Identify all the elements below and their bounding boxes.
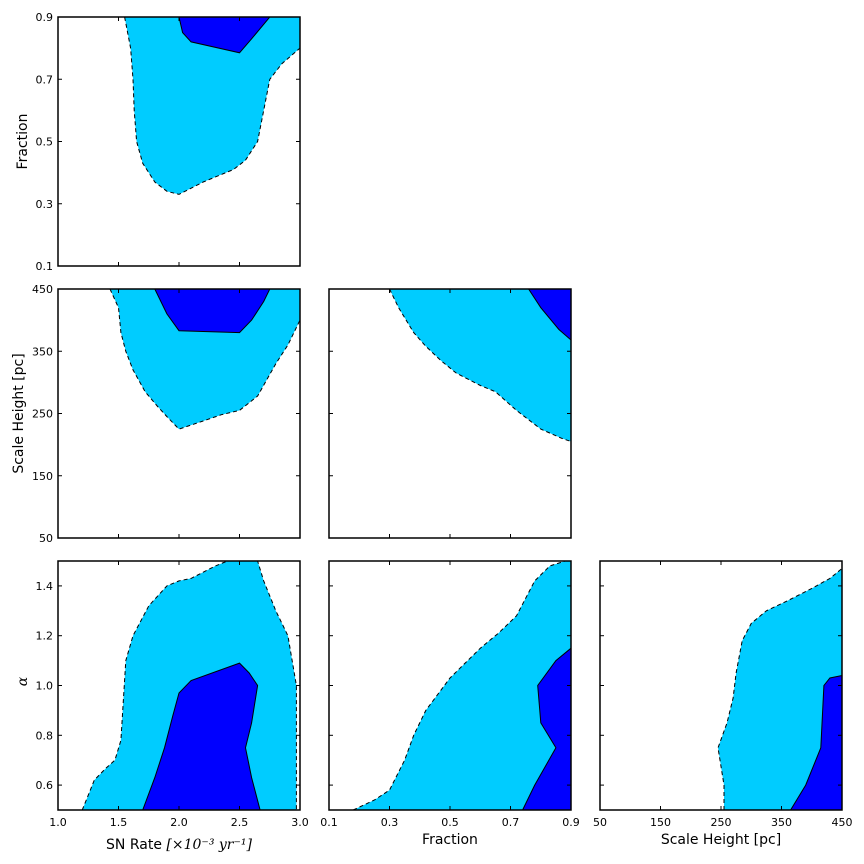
panel-sn-sh: 50 150 250 350 450 xyxy=(32,283,301,545)
x-tick-label: 350 xyxy=(771,816,792,829)
x-tick-label: 450 xyxy=(832,816,853,829)
panel-sn-frac: 0.1 0.3 0.5 0.7 0.9 xyxy=(36,11,301,273)
contour-outer xyxy=(717,567,842,810)
x-tick-label: 1.5 xyxy=(110,816,128,829)
contour-outer xyxy=(352,561,571,810)
y-axis-label-fraction: Fraction xyxy=(15,114,31,170)
y-tick-label: 0.5 xyxy=(36,136,54,149)
x-tick-label: 50 xyxy=(593,816,607,829)
contour-inner xyxy=(178,17,271,54)
contour-outer xyxy=(109,289,300,430)
contour-inner xyxy=(528,289,571,341)
y-tick-label: 0.3 xyxy=(36,198,54,211)
x-tick-label: 2.5 xyxy=(231,816,249,829)
panel-frac-alpha: 0.1 0.3 0.5 0.7 0.9 xyxy=(320,560,580,829)
x-axis-label-fraction: Fraction xyxy=(422,832,478,848)
y-axis-label-alpha: α xyxy=(15,676,31,686)
x-tick-label: 0.3 xyxy=(381,816,399,829)
contour-outer xyxy=(388,289,571,443)
x-tick-label: 0.7 xyxy=(502,816,520,829)
y-tick-label: 0.7 xyxy=(36,73,54,86)
y-tick-label: 350 xyxy=(32,345,53,358)
panel-sh-alpha: 50 150 250 350 450 xyxy=(593,560,853,829)
x-tick-label: 0.5 xyxy=(441,816,459,829)
contour-inner xyxy=(142,662,261,810)
x-tick-label: 250 xyxy=(711,816,732,829)
y-tick-label: 0.1 xyxy=(36,260,54,273)
y-tick-label: 0.6 xyxy=(36,779,54,792)
y-tick-label: 1.0 xyxy=(36,680,54,693)
contour-inner xyxy=(154,289,271,334)
panel-frac-sh xyxy=(328,288,572,539)
y-tick-label: 150 xyxy=(32,470,53,483)
x-tick-label: 0.1 xyxy=(320,816,338,829)
y-tick-label: 1.2 xyxy=(36,630,54,643)
contour-inner xyxy=(522,647,571,810)
y-tick-label: 250 xyxy=(32,408,53,421)
y-tick-label: 1.4 xyxy=(36,580,54,593)
y-axis-label-scale-height: Scale Height [pc] xyxy=(11,353,27,473)
x-tick-label: 0.9 xyxy=(562,816,580,829)
y-tick-label: 450 xyxy=(32,283,53,296)
x-axis-label-sn-rate: SN Rate [×10⁻³ yr⁻¹] xyxy=(106,837,252,853)
y-tick-label: 0.8 xyxy=(36,729,54,742)
x-tick-label: 1.0 xyxy=(49,816,67,829)
x-tick-label: 3.0 xyxy=(291,816,309,829)
y-tick-label: 0.9 xyxy=(36,11,54,24)
contour-inner xyxy=(790,674,842,810)
contour-outer xyxy=(124,17,300,195)
x-tick-label: 150 xyxy=(650,816,671,829)
y-tick-label: 50 xyxy=(39,532,53,545)
x-axis-label-scale-height: Scale Height [pc] xyxy=(661,832,781,848)
x-tick-label: 2.0 xyxy=(170,816,188,829)
panel-sn-alpha: 1.0 1.5 2.0 2.5 3.0 0.6 0.8 1.0 1.2 1.4 xyxy=(36,560,309,829)
